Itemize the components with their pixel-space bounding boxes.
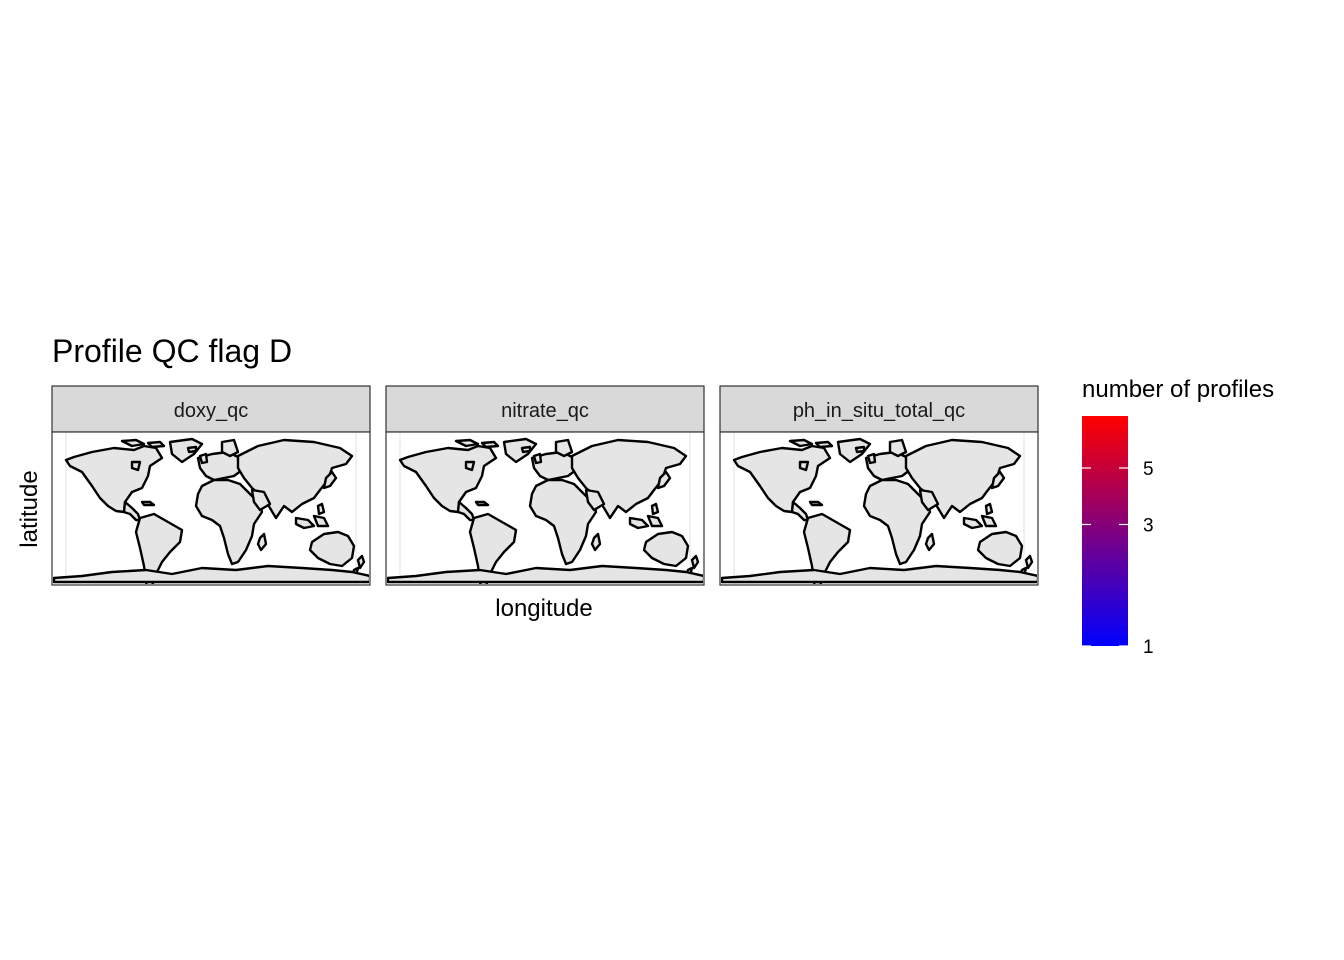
x-axis-title: longitude [495, 595, 592, 622]
facet-panel: nitrate_qc [385, 385, 705, 586]
y-axis-title: latitude [16, 470, 43, 547]
facet-strip [385, 385, 705, 433]
facet-strip-label: ph_in_situ_total_qc [793, 400, 965, 422]
legend-tick-label: 1 [1143, 637, 1154, 658]
facet-strip-label: doxy_qc [174, 400, 249, 422]
facet-strip-label: nitrate_qc [501, 400, 589, 422]
color-legend: number of profiles 1 3 5 [1082, 376, 1274, 658]
facet-strip [51, 385, 371, 433]
legend-colorbar [1082, 416, 1128, 646]
legend-tick-label: 5 [1143, 459, 1154, 480]
legend-title: number of profiles [1082, 376, 1274, 403]
chart-title: Profile QC flag D [52, 333, 292, 369]
facet-panel: doxy_qc [51, 385, 371, 586]
facet-strip [719, 385, 1039, 433]
facet-panel: ph_in_situ_total_qc [719, 385, 1039, 586]
legend-tick-label: 3 [1143, 515, 1154, 536]
facet-panels: doxy_qc nitrate_qc ph_in_situ_total_qc [51, 385, 1039, 586]
legend-ticks: 1 3 5 [1082, 459, 1154, 658]
